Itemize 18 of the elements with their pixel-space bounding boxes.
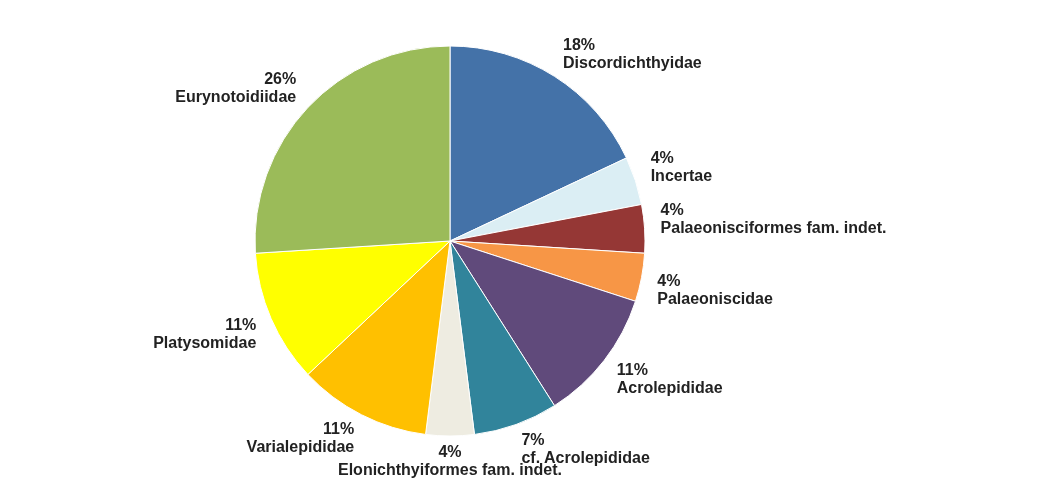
data-label: 4% [650,148,674,166]
data-label: 11% [616,361,648,379]
data-label: 11% [225,315,257,333]
data-label: 26% [264,69,297,87]
data-label: 18% [563,35,596,53]
data-label: 4% [438,443,462,460]
slice-label: Palaeoniscidae [657,289,773,307]
data-label: 7% [521,430,545,448]
data-label: 4% [660,200,684,218]
slice-label: Platysomidae [153,333,257,351]
slice-label: Eurynotoidiidae [175,87,297,105]
slice-label: Acrolepididae [616,379,723,397]
slice-label: Palaeonisciformes fam. indet. [660,218,887,236]
data-label: 4% [657,271,681,289]
slice-label: Discordichthyidae [563,53,702,71]
slice-label: Incertae [650,166,713,184]
data-label: 11% [323,420,355,437]
slice-label: Varialepididae [246,438,355,455]
